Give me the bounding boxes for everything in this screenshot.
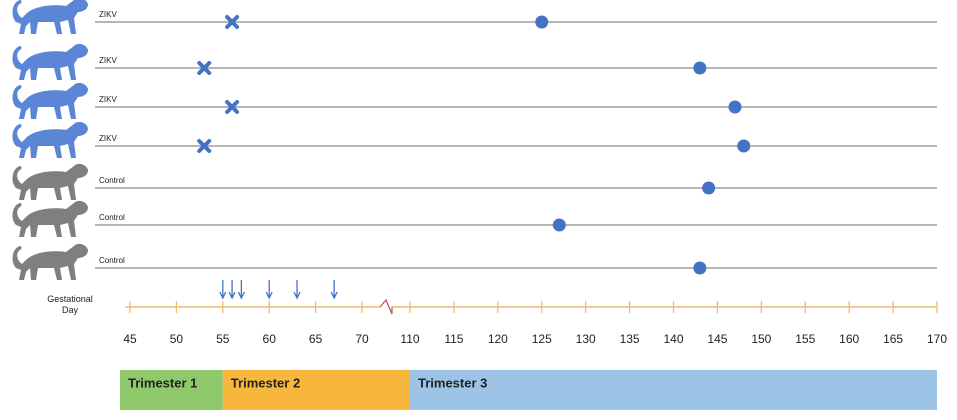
sampling-arrow xyxy=(330,280,338,300)
infection-marker xyxy=(225,15,240,29)
x-axis-label: Gestational Day xyxy=(47,294,93,315)
x-tick-label: 45 xyxy=(123,332,137,346)
trimester-label: Trimester 2 xyxy=(231,375,300,390)
subject-label: ZIKV xyxy=(99,134,117,143)
trimester-label: Trimester 1 xyxy=(128,375,197,390)
infection-marker xyxy=(197,61,212,75)
infection-x xyxy=(197,139,212,153)
x-tick-label: 165 xyxy=(883,332,903,346)
delivery-marker xyxy=(535,15,549,29)
delivery-marker xyxy=(737,139,751,153)
trimester-label: Trimester 3 xyxy=(418,375,487,390)
x-tick-label: 135 xyxy=(620,332,640,346)
infection-marker xyxy=(197,139,212,153)
trimester-bar xyxy=(410,370,937,410)
x-tick-label: 55 xyxy=(216,332,230,346)
monkey-icon xyxy=(12,163,88,200)
trimester-bar xyxy=(222,370,410,410)
x-tick-label: 170 xyxy=(927,332,947,346)
x-tick-label: 120 xyxy=(488,332,508,346)
x-tick-label: 150 xyxy=(751,332,771,346)
x-tick-label: 115 xyxy=(444,332,463,346)
axis-break xyxy=(379,298,393,315)
x-tick-label: 70 xyxy=(355,332,369,346)
subject-label: ZIKV xyxy=(99,10,117,19)
sampling-arrow xyxy=(228,280,236,300)
x-tick-label: 65 xyxy=(309,332,323,346)
subject-label: Control xyxy=(99,176,125,185)
x-tick-label: 160 xyxy=(839,332,859,346)
x-tick-label: 60 xyxy=(263,332,277,346)
delivery-marker xyxy=(693,61,707,75)
sampling-arrow xyxy=(219,280,227,300)
subject-label: Control xyxy=(99,213,125,222)
subject-label: ZIKV xyxy=(99,56,117,65)
monkey-icon xyxy=(12,200,88,237)
infection-x xyxy=(197,61,212,75)
delivery-marker xyxy=(728,100,742,114)
sampling-arrow xyxy=(237,280,245,300)
x-tick-label: 125 xyxy=(532,332,552,346)
infection-x xyxy=(225,100,240,114)
subject-label: ZIKV xyxy=(99,95,117,104)
monkey-icon xyxy=(12,43,88,80)
subject-label: Control xyxy=(99,256,125,265)
infection-marker xyxy=(225,100,240,114)
delivery-marker xyxy=(702,181,716,195)
monkey-icon xyxy=(12,243,88,280)
sampling-arrow xyxy=(265,280,273,300)
sampling-arrow xyxy=(293,280,301,300)
monkey-icon xyxy=(12,0,88,34)
x-tick-label: 110 xyxy=(400,332,419,346)
x-tick-label: 145 xyxy=(707,332,727,346)
x-tick-label: 140 xyxy=(663,332,683,346)
monkey-icon xyxy=(12,121,88,158)
infection-x xyxy=(225,15,240,29)
delivery-marker xyxy=(552,218,566,232)
x-tick-label: 50 xyxy=(170,332,184,346)
monkey-icon xyxy=(12,82,88,119)
x-tick-label: 155 xyxy=(795,332,815,346)
trimester-bar xyxy=(120,370,223,410)
x-tick-label: 130 xyxy=(576,332,596,346)
delivery-marker xyxy=(693,261,707,275)
